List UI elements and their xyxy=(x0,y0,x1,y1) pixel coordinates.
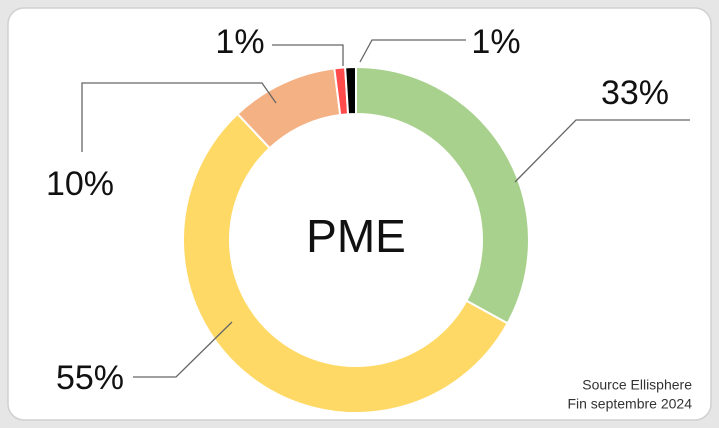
card xyxy=(7,7,712,421)
data-label: 1% xyxy=(215,23,264,61)
data-label: 1% xyxy=(471,23,520,61)
donut-slice xyxy=(182,112,509,414)
leader-line xyxy=(272,44,344,66)
leader-line xyxy=(81,82,277,152)
leader-line xyxy=(133,321,233,378)
data-label: 33% xyxy=(601,74,669,112)
leader-line xyxy=(514,119,690,183)
donut-slice xyxy=(344,65,357,116)
source: Fin septembre 2024 xyxy=(567,396,692,412)
leader-line xyxy=(359,39,466,63)
data-label: 10% xyxy=(46,165,114,203)
donut-slice xyxy=(355,65,530,325)
source: Source Ellisphere xyxy=(582,377,692,393)
data-label: 55% xyxy=(56,359,124,397)
center-label: PME xyxy=(306,210,406,262)
